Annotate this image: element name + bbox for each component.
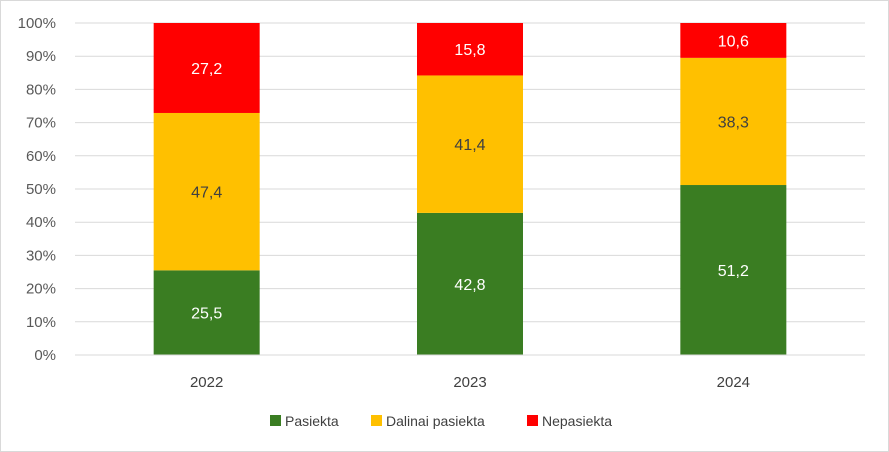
legend-label: Nepasiekta bbox=[542, 413, 612, 429]
legend-label: Dalinai pasiekta bbox=[386, 413, 485, 429]
data-label: 15,8 bbox=[454, 42, 485, 59]
y-tick-label: 100% bbox=[18, 15, 56, 32]
x-axis: 2022 2023 2024 bbox=[75, 354, 865, 391]
y-tick-label: 20% bbox=[26, 281, 56, 298]
y-tick-label: 60% bbox=[26, 148, 56, 165]
data-label: 25,5 bbox=[191, 306, 222, 323]
bar-segment-nepasiekta bbox=[680, 23, 787, 58]
bar-segment-pasiekta bbox=[153, 270, 260, 355]
legend-label: Pasiekta bbox=[285, 413, 339, 429]
data-label: 51,2 bbox=[718, 263, 749, 280]
bar-segment-dalinai-pasiekta bbox=[680, 57, 787, 186]
y-tick-label: 70% bbox=[26, 115, 56, 132]
y-tick-label: 10% bbox=[26, 314, 56, 331]
legend-swatch bbox=[371, 415, 382, 426]
y-axis: 0% 10% 20% 30% 40% 50% 60% 70% 80% 90% 100% bbox=[18, 15, 56, 364]
y-tick-label: 50% bbox=[26, 181, 56, 198]
bars: 25,5 47,4 27,2 42,8 41,4 15,8 51,2 38,3 10,6 bbox=[153, 23, 787, 355]
y-tick-label: 30% bbox=[26, 247, 56, 264]
data-label: 41,4 bbox=[454, 137, 485, 154]
data-label: 42,8 bbox=[454, 277, 485, 294]
bar-segment-pasiekta bbox=[680, 185, 787, 355]
x-tick-label: 2023 bbox=[453, 374, 486, 391]
bar-segment-dalinai-pasiekta bbox=[417, 75, 523, 213]
x-tick-label: 2022 bbox=[190, 374, 223, 391]
bar-segment-pasiekta bbox=[417, 212, 523, 355]
y-tick-label: 90% bbox=[26, 48, 56, 65]
x-tick-label: 2024 bbox=[717, 374, 750, 391]
data-label: 38,3 bbox=[718, 114, 749, 131]
bar-segment-nepasiekta bbox=[417, 23, 523, 76]
data-label: 27,2 bbox=[191, 61, 222, 78]
y-tick-label: 40% bbox=[26, 214, 56, 231]
y-tick-label: 80% bbox=[26, 81, 56, 98]
legend-swatch bbox=[270, 415, 281, 426]
legend: Pasiekta Dalinai pasiekta Nepasiekta bbox=[270, 413, 612, 429]
data-label: 10,6 bbox=[718, 33, 749, 50]
bar-segment-nepasiekta bbox=[153, 23, 260, 113]
y-tick-label: 0% bbox=[34, 347, 56, 364]
bar-segment-dalinai-pasiekta bbox=[153, 112, 260, 271]
legend-swatch bbox=[527, 415, 538, 426]
data-label: 47,4 bbox=[191, 185, 222, 202]
